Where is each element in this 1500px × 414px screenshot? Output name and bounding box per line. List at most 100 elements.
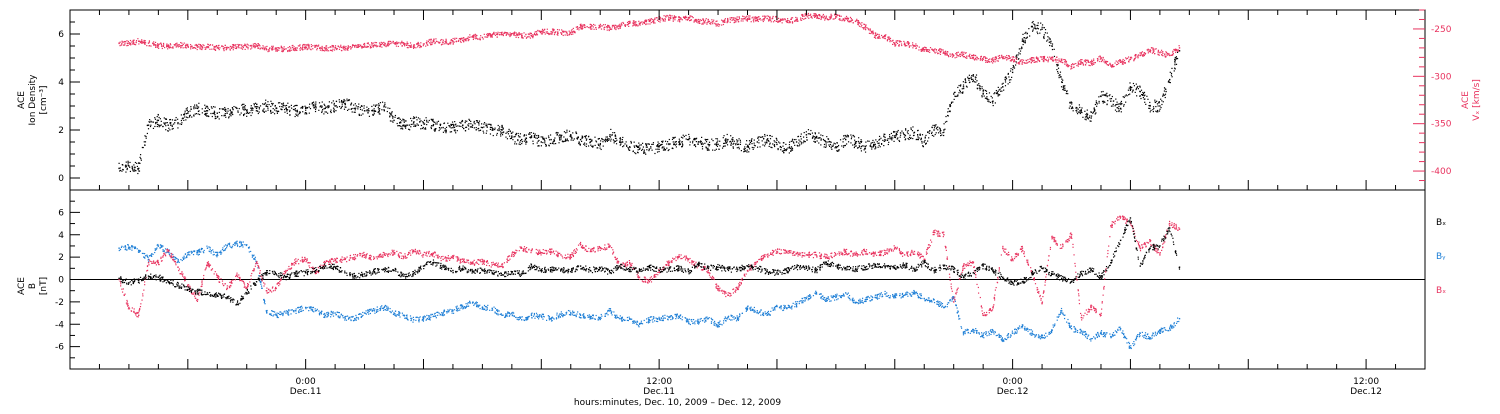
data-dot <box>445 41 446 42</box>
data-dot <box>1079 110 1080 111</box>
data-dot <box>682 144 683 145</box>
data-dot <box>445 128 446 129</box>
data-dot <box>593 26 594 27</box>
data-dot <box>682 19 683 20</box>
data-dot <box>915 43 916 44</box>
data-point <box>649 149 650 150</box>
data-dot <box>768 140 769 141</box>
data-dot <box>281 46 282 47</box>
data-dot <box>846 16 847 17</box>
data-dot <box>945 51 946 52</box>
data-dot <box>1092 113 1093 114</box>
data-dot <box>299 48 300 49</box>
data-dot <box>572 31 573 32</box>
data-dot <box>557 29 558 30</box>
data-dot <box>342 106 343 107</box>
data-dot <box>532 37 533 38</box>
data-dot <box>1137 86 1138 87</box>
data-dot <box>1043 61 1044 62</box>
data-dot <box>392 122 393 123</box>
data-dot <box>284 49 285 50</box>
data-dot <box>563 35 564 36</box>
data-dot <box>187 117 188 118</box>
data-dot <box>346 99 347 100</box>
data-dot <box>670 18 671 19</box>
data-dot <box>302 108 303 109</box>
data-dot <box>248 113 249 114</box>
data-dot <box>445 131 446 132</box>
data-dot <box>590 24 591 25</box>
data-dot <box>1047 32 1048 33</box>
data-dot <box>1130 87 1131 88</box>
data-dot <box>232 108 233 109</box>
data-dot <box>1056 56 1057 57</box>
data-dot <box>647 23 648 24</box>
data-dot <box>409 125 410 126</box>
data-dot <box>1010 68 1011 69</box>
data-dot <box>1076 111 1077 112</box>
data-dot <box>669 139 670 140</box>
data-dot <box>558 142 559 143</box>
data-dot <box>1129 94 1130 95</box>
data-dot <box>1016 55 1017 56</box>
data-dot <box>653 144 654 145</box>
data-dot <box>184 116 185 117</box>
data-dot <box>889 136 890 137</box>
data-dot <box>647 143 648 144</box>
data-dot <box>262 45 263 46</box>
data-dot <box>804 16 805 17</box>
data-dot <box>1165 56 1166 57</box>
data-dot <box>770 143 771 144</box>
data-dot <box>857 24 858 25</box>
data-dot <box>372 110 373 111</box>
data-dot <box>465 130 466 131</box>
data-dot <box>576 133 577 134</box>
data-dot <box>986 93 987 94</box>
data-dot <box>854 136 855 137</box>
data-dot <box>657 151 658 152</box>
data-dot <box>142 41 143 42</box>
data-dot <box>937 126 938 127</box>
data-dot <box>1088 62 1089 63</box>
data-dot <box>269 47 270 48</box>
data-dot <box>722 148 723 149</box>
data-dot <box>219 47 220 48</box>
data-dot <box>215 118 216 119</box>
data-dot <box>939 48 940 49</box>
data-dot <box>795 17 796 18</box>
data-dot <box>209 45 210 46</box>
data-dot <box>531 36 532 37</box>
data-dot <box>825 147 826 148</box>
data-dot <box>990 102 991 103</box>
data-dot <box>419 121 420 122</box>
data-dot <box>440 40 441 41</box>
data-dot <box>208 108 209 109</box>
data-dot <box>865 28 866 29</box>
data-dot <box>852 19 853 20</box>
data-dot <box>1153 52 1154 53</box>
data-dot <box>628 149 629 150</box>
data-dot <box>808 13 809 14</box>
data-dot <box>364 105 365 106</box>
data-point <box>914 132 915 133</box>
data-dot <box>704 143 705 144</box>
data-dot <box>259 45 260 46</box>
data-dot <box>903 41 904 42</box>
data-dot <box>1099 101 1100 102</box>
data-dot <box>1054 56 1055 57</box>
data-dot <box>815 141 816 142</box>
data-dot <box>1122 63 1123 64</box>
data-dot <box>717 140 718 141</box>
data-dot <box>747 149 748 150</box>
data-dot <box>668 149 669 150</box>
data-dot <box>959 54 960 55</box>
data-dot <box>1009 79 1010 80</box>
data-dot <box>420 120 421 121</box>
data-dot <box>328 47 329 48</box>
data-dot <box>792 148 793 149</box>
data-dot <box>376 42 377 43</box>
data-dot <box>330 46 331 47</box>
data-dot <box>209 109 210 110</box>
data-dot <box>927 132 928 133</box>
data-dot <box>696 141 697 142</box>
